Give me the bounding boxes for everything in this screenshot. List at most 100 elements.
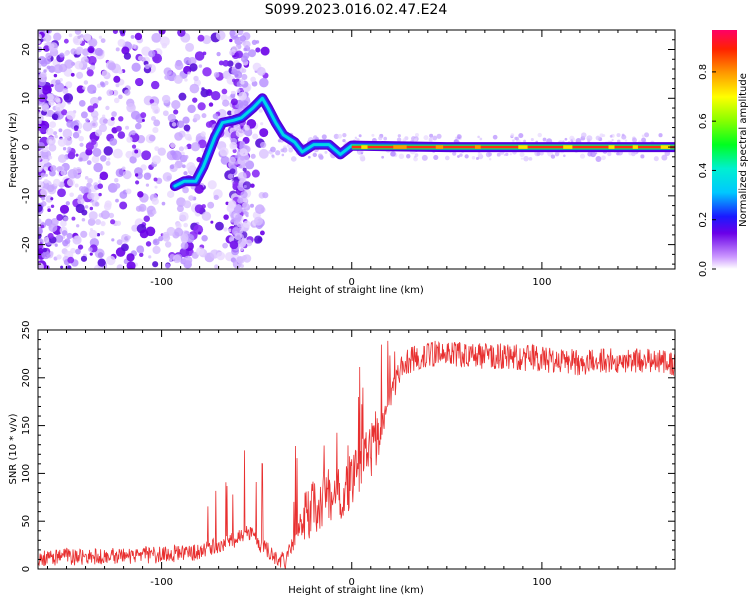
tone-hot-segment — [474, 145, 481, 149]
spectrogram-noise-blob — [413, 138, 418, 142]
spectrogram-noise-blob — [87, 105, 95, 113]
spectrogram-noise-blob — [641, 134, 645, 138]
spectrogram-noise-blob — [126, 261, 136, 269]
spectrogram-noise-blob — [550, 154, 556, 159]
spectrogram-noise-blob — [243, 185, 247, 189]
spectrogram-noise-blob — [183, 255, 193, 265]
spectrogram-noise-blob — [259, 128, 269, 138]
spectrogram-noise-blob — [221, 88, 228, 95]
spectrogram-noise-blob — [143, 172, 152, 180]
spectrogram-noise-blob — [176, 120, 185, 128]
spectrogram-noise-blob — [66, 232, 73, 239]
spectrogram-noise-blob — [243, 210, 248, 215]
spectrogram-noise-blob — [414, 133, 419, 138]
spectrogram-noise-blob — [237, 197, 244, 204]
spectrogram-noise-blob — [222, 242, 228, 249]
spectrogram-noise-blob — [57, 138, 67, 147]
spectrogram-noise-blob — [312, 152, 317, 158]
spectrogram-noise-blob — [240, 264, 244, 268]
spectrogram-noise-blob — [164, 74, 170, 80]
spectrogram-noise-blob — [56, 214, 64, 221]
spectrogram-noise-blob — [84, 175, 89, 180]
spectrogram-noise-blob — [290, 156, 297, 162]
spectrogram-noise-blob — [167, 113, 177, 123]
spectrogram-noise-blob — [152, 238, 160, 246]
spectrogram-noise-blob — [609, 134, 613, 138]
spectrogram-y-axis-label: Frequency (Hz) — [8, 112, 19, 188]
colorbar-tick-label: 0.0 — [698, 261, 709, 277]
spectrogram-noise-blob — [89, 64, 96, 71]
spectrogram-noise-blob — [100, 231, 105, 236]
spectrogram-noise-blob — [38, 153, 42, 162]
spectrogram-noise-blob — [241, 68, 247, 73]
spectrogram-noise-blob — [198, 64, 203, 68]
spectrogram-noise-blob — [80, 56, 89, 65]
spectrogram-noise-blob — [75, 203, 85, 214]
spectrogram-noise-blob — [154, 146, 160, 152]
spectrogram-noise-blob — [564, 137, 568, 141]
spectrogram-noise-blob — [126, 102, 136, 113]
spectrogram-noise-blob — [66, 150, 70, 154]
spectrogram-noise-blob — [40, 172, 46, 178]
spectrogram-noise-blob — [234, 154, 239, 159]
spectrogram-noise-blob — [55, 102, 64, 112]
spectrogram-noise-blob — [67, 146, 72, 151]
spectrogram-noise-blob — [94, 129, 103, 137]
spectrogram-noise-blob — [169, 164, 175, 170]
spectrogram-noise-blob — [512, 139, 515, 142]
snr-x-tick-label: 0 — [349, 577, 355, 588]
spectrogram-noise-blob — [250, 153, 256, 159]
spectrogram-noise-blob — [174, 61, 184, 71]
spectrogram-noise-blob — [124, 89, 131, 96]
spectrogram-noise-blob — [127, 235, 131, 239]
spectrogram-noise-blob — [260, 122, 264, 126]
spectrogram-noise-blob — [64, 59, 74, 69]
spectrogram-noise-blob — [222, 60, 230, 67]
spectrogram-noise-blob — [166, 190, 175, 199]
spectrogram-noise-blob — [275, 150, 281, 156]
spectrogram-noise-blob — [118, 116, 124, 122]
spectrogram-noise-blob — [107, 62, 117, 71]
spectrogram-noise-blob — [519, 151, 525, 158]
spectrogram-noise-blob — [163, 67, 172, 76]
spectrogram-noise-blob — [173, 75, 183, 84]
spectrogram-noise-blob — [137, 55, 144, 61]
spectrogram-noise-blob — [624, 139, 628, 142]
spectrogram-noise-blob — [85, 142, 94, 151]
spectrogram-noise-blob — [57, 154, 67, 163]
spectrogram-noise-blob — [112, 89, 119, 96]
spectrogram-noise-blob — [130, 129, 136, 136]
spectrogram-noise-blob — [197, 102, 206, 111]
spectrogram-noise-blob — [50, 165, 57, 172]
spectrogram-noise-blob — [254, 235, 263, 244]
spectrogram-noise-blob — [194, 184, 204, 194]
spectrogram-noise-blob — [180, 241, 189, 250]
spectrogram-noise-blob — [220, 155, 230, 165]
spectrogram-noise-blob — [432, 135, 438, 141]
spectrogram-noise-blob — [38, 120, 42, 125]
spectrogram-noise-blob — [41, 104, 50, 112]
spectrogram-noise-blob — [106, 89, 114, 97]
spectrogram-noise-blob — [117, 39, 126, 47]
spectrogram-noise-blob — [188, 56, 197, 66]
spectrogram-noise-blob — [488, 157, 492, 161]
spectrogram-noise-blob — [239, 35, 247, 42]
spectrogram-noise-blob — [215, 221, 224, 231]
spectrogram-y-tick-label: 10 — [21, 92, 32, 105]
spectrogram-y-tick-label: 0 — [21, 144, 32, 150]
spectrogram-noise-blob — [230, 98, 238, 106]
spectrogram-noise-blob — [178, 92, 187, 101]
spectrogram-noise-blob — [227, 110, 233, 116]
spectrogram-noise-blob — [54, 96, 61, 103]
spectrogram-noise-blob — [88, 211, 98, 221]
spectrogram-noise-blob — [101, 70, 109, 77]
spectrogram-noise-blob — [94, 248, 105, 259]
spectrogram-noise-blob — [77, 194, 83, 200]
spectrogram-noise-blob — [240, 155, 245, 161]
spectrogram-noise-blob — [48, 155, 53, 160]
spectrogram-noise-blob — [197, 34, 205, 42]
spectrogram-noise-blob — [223, 214, 229, 220]
spectrogram-noise-blob — [215, 30, 226, 41]
